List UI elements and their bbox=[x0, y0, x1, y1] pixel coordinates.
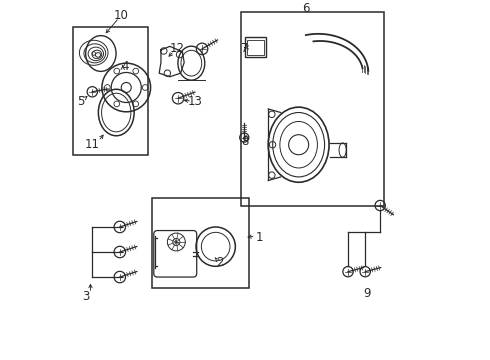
Bar bbox=[242, 12, 385, 206]
Text: 9: 9 bbox=[363, 287, 370, 300]
Text: 10: 10 bbox=[114, 9, 129, 22]
Text: 6: 6 bbox=[302, 2, 310, 15]
Text: 2: 2 bbox=[216, 256, 224, 269]
Text: 1: 1 bbox=[256, 231, 263, 244]
Text: 4: 4 bbox=[122, 59, 129, 72]
Text: 3: 3 bbox=[82, 290, 90, 303]
Text: 12: 12 bbox=[170, 42, 185, 55]
Bar bbox=[74, 27, 148, 156]
Bar bbox=[245, 37, 267, 57]
Text: 13: 13 bbox=[188, 95, 202, 108]
Bar bbox=[152, 198, 248, 288]
Text: 11: 11 bbox=[84, 138, 99, 151]
Bar bbox=[247, 40, 264, 55]
Text: 8: 8 bbox=[241, 135, 249, 148]
Text: 5: 5 bbox=[77, 95, 84, 108]
Text: 7: 7 bbox=[241, 42, 249, 55]
